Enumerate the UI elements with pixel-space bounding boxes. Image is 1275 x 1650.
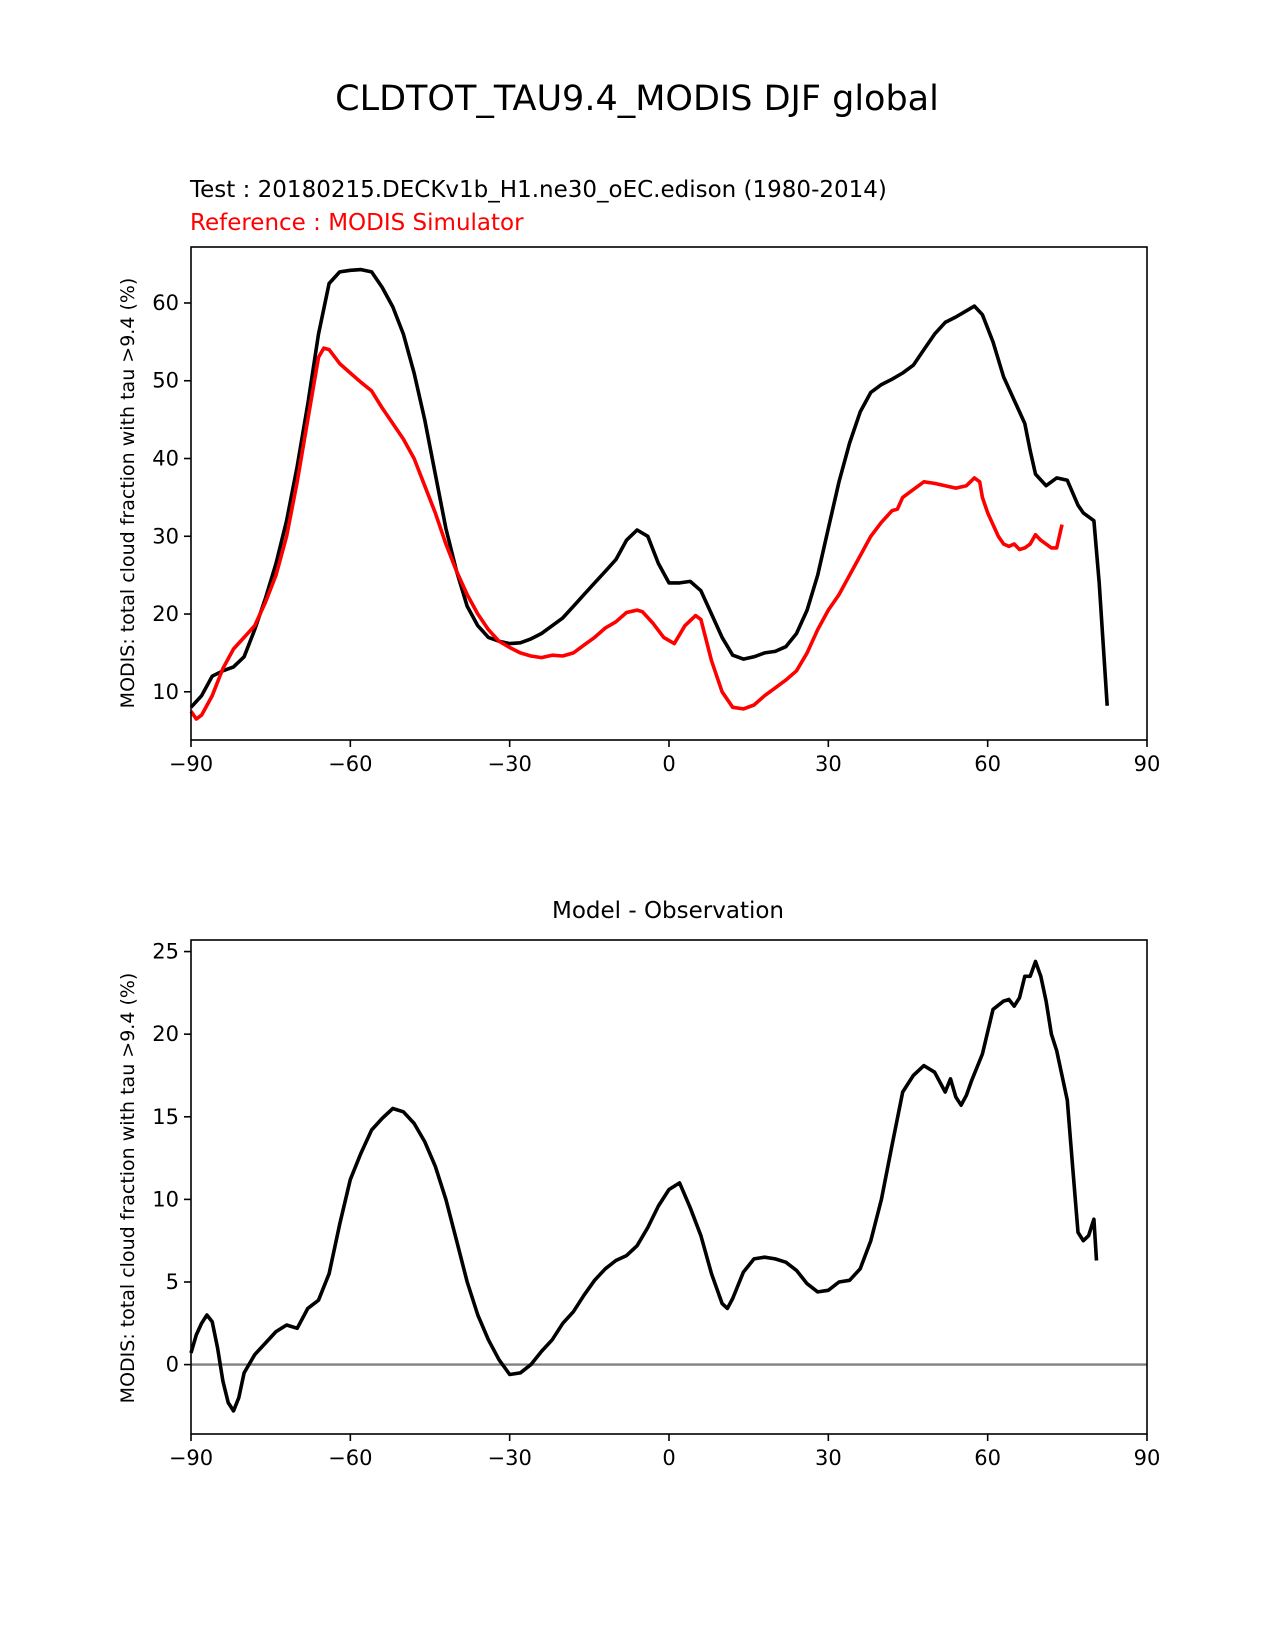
bottom-y-tick-label: 25 [152, 940, 179, 964]
bottom-x-tick-label: −60 [328, 1446, 372, 1470]
bottom-x-tick-label: 30 [815, 1446, 842, 1470]
bottom-y-tick-label: 20 [152, 1022, 179, 1046]
bottom-x-tick-label: 0 [662, 1446, 675, 1470]
top-title-test: Test : 20180215.DECKv1b_H1.ne30_oEC.edis… [189, 177, 887, 203]
bottom-y-tick-label: 15 [152, 1105, 179, 1129]
top-y-tick-label: 20 [152, 602, 179, 626]
bottom-y-tick-label: 10 [152, 1187, 179, 1211]
top-x-tick-label: 0 [662, 752, 675, 776]
top-series-line-1 [189, 346, 1064, 721]
top-x-tick-label: 90 [1134, 752, 1161, 776]
top-x-tick-label: 60 [974, 752, 1001, 776]
bottom-y-axis-label: MODIS: total cloud fraction with tau >9.… [117, 973, 139, 1404]
top-y-tick-label: 50 [152, 369, 179, 393]
top-series-line-0 [189, 267, 1109, 709]
bottom-y-tick-label: 0 [166, 1353, 179, 1377]
top-y-tick-label: 40 [152, 447, 179, 471]
top-x-tick-label: −30 [488, 752, 532, 776]
top-y-tick-label: 60 [152, 291, 179, 315]
top-y-tick-label: 30 [152, 524, 179, 548]
top-x-tick-label: −90 [169, 752, 213, 776]
bottom-x-tick-label: −30 [488, 1446, 532, 1470]
bottom-y-tick-label: 5 [166, 1270, 179, 1294]
top-panel: Test : 20180215.DECKv1b_H1.ne30_oEC.edis… [117, 177, 1160, 776]
bottom-title: Model - Observation [552, 898, 784, 924]
bottom-x-tick-label: 60 [974, 1446, 1001, 1470]
bottom-panel: Model - Observation MODIS: total cloud f… [117, 898, 1160, 1470]
top-y-tick-label: 10 [152, 680, 179, 704]
top-y-axis-label: MODIS: total cloud fraction with tau >9.… [117, 278, 139, 709]
bottom-plot-area: −90 −60 −30 0 30 60 90 0 5 10 15 20 25 [152, 939, 1161, 1470]
suptitle: CLDTOT_TAU9.4_MODIS DJF global [335, 79, 939, 119]
top-x-tick-label: −60 [328, 752, 372, 776]
top-plot-area: −90 −60 −30 0 30 60 90 10 20 30 40 50 60 [152, 246, 1161, 776]
top-x-tick-label: 30 [815, 752, 842, 776]
bottom-series-line-0 [189, 959, 1099, 1413]
bottom-x-tick-label: 90 [1134, 1446, 1161, 1470]
bottom-x-tick-label: −90 [169, 1446, 213, 1470]
top-title-reference: Reference : MODIS Simulator [190, 210, 524, 236]
